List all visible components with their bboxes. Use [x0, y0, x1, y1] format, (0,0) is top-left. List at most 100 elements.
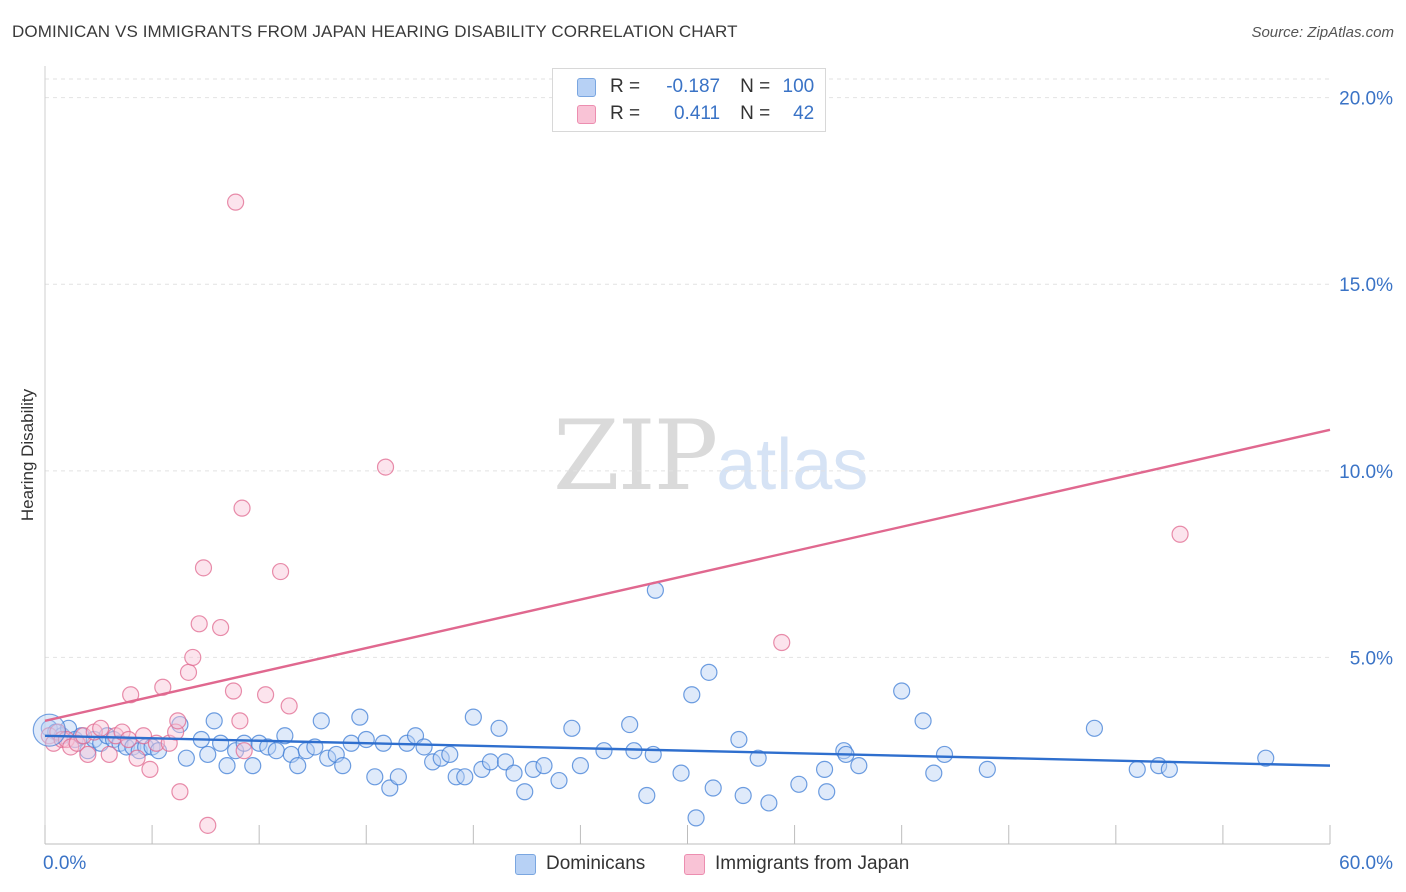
r-value: 0.411 — [673, 103, 721, 124]
dominicans-point — [850, 757, 868, 775]
dominicans-point — [563, 719, 581, 737]
chart-title: DOMINICAN VS IMMIGRANTS FROM JAPAN HEARI… — [12, 22, 738, 41]
dominicans-point — [357, 730, 375, 749]
dominicans-point — [289, 757, 307, 775]
legend-label: Dominicans — [546, 853, 646, 874]
dominicans-point — [621, 715, 639, 734]
japan-point — [128, 749, 146, 767]
dominicans-point — [1257, 749, 1275, 767]
dominicans-point — [749, 749, 767, 767]
legend-item-japan[interactable]: Immigrants from Japan — [684, 852, 909, 876]
dominicans-point — [177, 749, 195, 767]
japan-point — [376, 458, 395, 476]
japan-point — [171, 783, 189, 801]
dominicans-point — [334, 757, 352, 775]
dominicans-point — [638, 786, 656, 805]
japan-points — [40, 193, 1189, 834]
japan-point — [231, 712, 249, 730]
dominicans-swatch — [577, 77, 596, 97]
y-tick-label: 20.0% — [1339, 89, 1393, 110]
dominicans-point — [366, 768, 384, 786]
dominicans-point — [432, 749, 450, 767]
dominicans-point — [351, 708, 369, 726]
japan-point — [169, 712, 187, 730]
dominicans-point — [267, 742, 285, 760]
dominicans-point — [199, 745, 217, 764]
r-label: R = — [610, 76, 641, 97]
japan-point — [224, 682, 243, 700]
japan-point — [141, 760, 159, 778]
dominicans-point — [687, 809, 705, 827]
dominicans-point — [424, 753, 442, 771]
japan-swatch — [577, 104, 596, 124]
legend-label: Immigrants from Japan — [715, 853, 910, 874]
japan-point — [92, 719, 110, 737]
dominicans-point — [683, 686, 701, 704]
dominicans-point-cluster — [32, 713, 66, 747]
japan-point — [184, 648, 202, 667]
dominicans-point — [730, 730, 748, 749]
stats-row-japan: R = 0.411 N = 42 — [577, 102, 814, 126]
y-tick-label: 10.0% — [1339, 462, 1393, 483]
dominicans-point — [212, 734, 230, 752]
dominicans-point — [571, 757, 590, 775]
japan-point — [212, 618, 230, 637]
dominicans-point — [250, 734, 268, 752]
dominicans-point — [550, 771, 568, 790]
japan-point — [271, 562, 290, 581]
dominicans-point — [259, 738, 277, 756]
dominicans-point — [935, 745, 954, 764]
dominicans-point — [1128, 760, 1146, 778]
japan-point — [227, 193, 245, 211]
dominicans-point — [700, 663, 718, 681]
dominicans-point — [244, 757, 262, 775]
japan-point — [179, 663, 198, 681]
dominicans-point — [704, 779, 722, 797]
legend-item-dominicans[interactable]: Dominicans — [515, 852, 645, 876]
japan-point — [280, 697, 298, 715]
y-tick-label: 5.0% — [1350, 648, 1393, 669]
japan-point — [122, 686, 140, 704]
dominicans-point — [925, 764, 943, 782]
source-label[interactable]: Source: ZipAtlas.com — [1251, 24, 1394, 41]
dominicans-point — [790, 775, 808, 793]
japan-legend-swatch — [684, 853, 705, 875]
dominicans-point — [1085, 719, 1104, 737]
n-label: N = — [740, 103, 771, 124]
dominicans-point — [415, 738, 433, 756]
x-tick-label: 60.0% — [1339, 853, 1393, 874]
japan-point — [100, 745, 118, 764]
japan-point — [773, 633, 791, 652]
stats-box: R = -0.187 N = 100 R = 0.411 N = 42 — [552, 68, 826, 132]
dominicans-point — [818, 783, 836, 801]
stats-row-dominicans: R = -0.187 N = 100 — [577, 75, 814, 99]
dominicans-point — [815, 760, 834, 778]
r-value: -0.187 — [666, 76, 721, 97]
dominicans-point — [456, 768, 474, 786]
dominicans-point — [464, 708, 482, 726]
dominicans-point — [481, 753, 500, 771]
japan-point — [79, 745, 97, 764]
japan-point — [233, 499, 251, 517]
dominicans-point — [319, 749, 337, 767]
dominicans-point — [276, 727, 294, 745]
dominicans-point — [218, 757, 236, 775]
japan-point — [119, 730, 138, 749]
dominicans-point — [760, 794, 778, 812]
japan-point — [194, 559, 213, 577]
dominicans-point — [505, 764, 523, 782]
dominicans-point — [535, 757, 553, 775]
dominicans-points — [40, 581, 1275, 827]
n-value: 42 — [793, 103, 815, 124]
japan-point — [256, 686, 275, 704]
dominicans-point — [524, 760, 542, 778]
r-label: R = — [610, 103, 641, 124]
dominicans-point — [978, 760, 996, 778]
japan-point — [134, 727, 153, 745]
dominicans-point — [672, 764, 690, 782]
dominicans-point — [490, 719, 508, 737]
dominicans-point — [312, 712, 330, 730]
japan-point — [199, 816, 217, 834]
dominicans-trend-line — [44, 734, 1331, 767]
